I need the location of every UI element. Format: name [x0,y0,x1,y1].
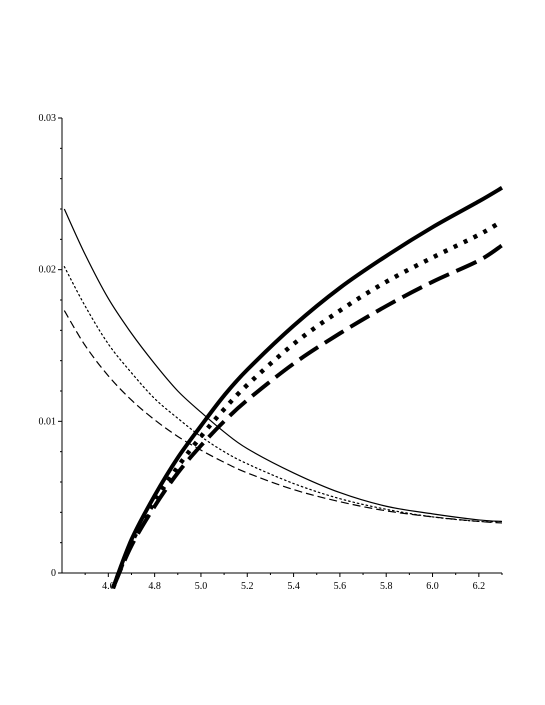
series-line-thick-solid [111,186,504,589]
series-line-thin-solid [63,208,503,523]
series-line-thick-dotted [110,219,504,590]
series-line-thin-dotted [63,266,503,523]
x-tick-label: 5.2 [241,581,254,592]
x-tick-label: 5.4 [287,581,300,592]
y-tick-label: 0.01 [39,416,57,427]
x-tick-label: 4.6 [102,581,115,592]
x-tick-label: 4.8 [148,581,161,592]
x-tick-label: 6.2 [473,581,486,592]
x-tick-label: 5.8 [380,581,393,592]
series-line-thick-dashed [111,243,504,589]
x-tick-label: 5.6 [334,581,347,592]
y-tick-label: 0 [51,568,56,579]
x-tick-label: 5.0 [195,581,208,592]
x-tick-label: 6.0 [426,581,439,592]
y-tick-label: 0.02 [39,265,57,276]
series-line-thin-dashed [63,310,503,524]
y-tick-label: 0.03 [39,113,57,124]
